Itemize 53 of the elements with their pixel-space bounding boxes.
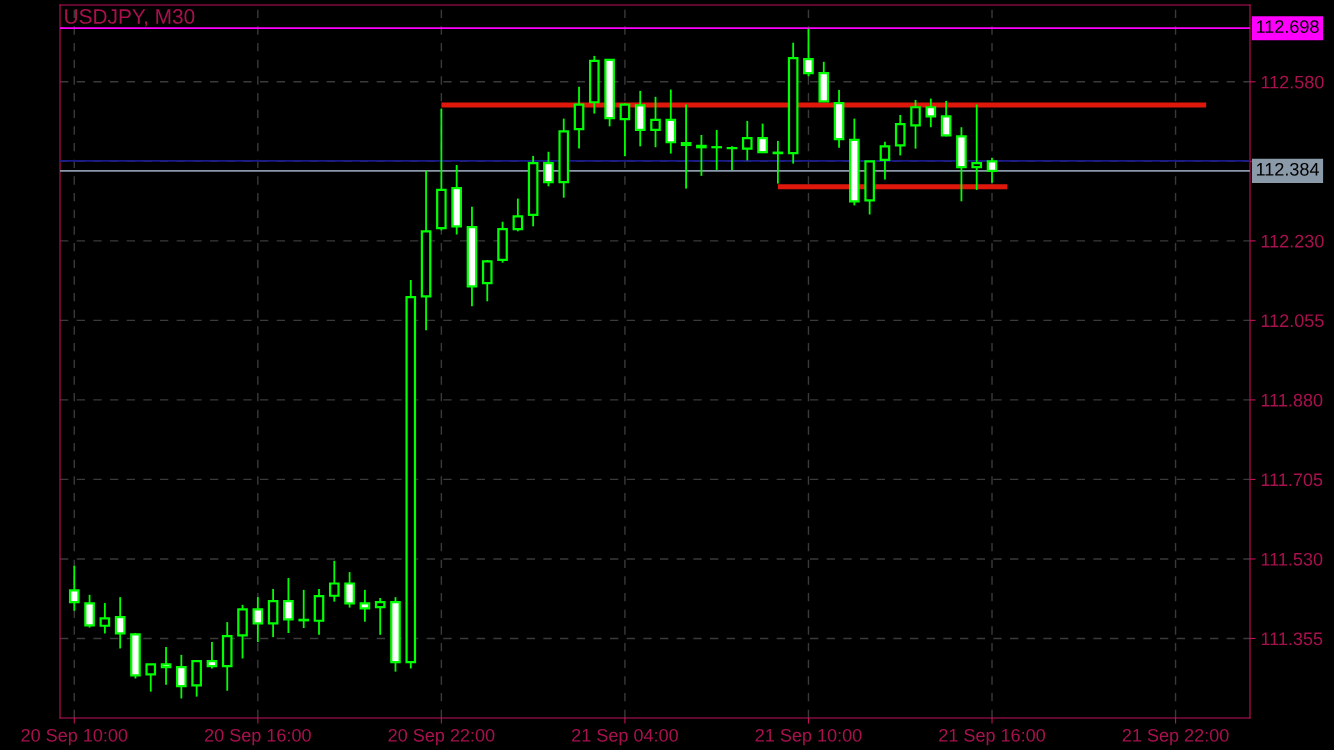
x-tick-label: 21 Sep 22:00 — [1122, 728, 1229, 746]
y-tick-label: 112.055 — [1261, 314, 1324, 328]
y-tick-label: 111.530 — [1261, 552, 1323, 566]
candlestick — [894, 114, 906, 157]
candlestick — [206, 641, 218, 670]
candlestick — [910, 99, 921, 150]
x-tick-label: 21 Sep 10:00 — [755, 728, 862, 746]
candlestick — [252, 596, 264, 644]
candlestick — [619, 102, 631, 158]
candlestick — [68, 564, 80, 612]
candlestick — [298, 588, 310, 629]
candlestick — [680, 103, 692, 190]
candlestick — [741, 119, 753, 162]
candlestick — [267, 588, 279, 639]
candlestick — [925, 97, 937, 129]
candlestick — [879, 140, 891, 181]
y-tick-label: 112.580 — [1261, 75, 1324, 89]
candlestick — [99, 602, 111, 635]
candlestick — [543, 150, 554, 188]
candlestick — [940, 99, 952, 138]
candlestick — [481, 259, 493, 303]
x-tick-label: 21 Sep 16:00 — [939, 728, 1046, 746]
candlestick — [344, 571, 355, 609]
candlestick — [160, 646, 172, 686]
candlestick — [114, 596, 126, 650]
candlestick — [650, 95, 661, 149]
x-tick-label: 20 Sep 16:00 — [205, 728, 311, 746]
chart-title: USDJPY, M30 — [65, 9, 195, 27]
candlestick — [512, 197, 524, 233]
ref-line-label: 112.384 — [1256, 162, 1319, 176]
candlestick — [757, 122, 768, 155]
candlestick — [359, 588, 371, 623]
candlestick — [145, 663, 157, 693]
ref-line-label: 112.698 — [1256, 20, 1319, 34]
candlestick — [665, 88, 677, 155]
candlestick — [283, 577, 294, 634]
candlestick — [84, 593, 95, 629]
y-tick-label: 112.230 — [1261, 234, 1324, 248]
candlestick — [711, 129, 723, 171]
candlestick — [696, 134, 707, 177]
x-tick-label: 20 Sep 22:00 — [388, 728, 495, 746]
y-tick-label: 111.355 — [1261, 632, 1323, 646]
candlestick — [374, 597, 386, 636]
candlestick — [986, 156, 998, 184]
x-tick-label: 21 Sep 04:00 — [572, 728, 678, 746]
y-tick-label: 111.705 — [1261, 473, 1323, 487]
candlestick — [971, 103, 983, 191]
candlestick — [803, 27, 814, 78]
x-tick-label: 20 Sep 10:00 — [21, 728, 128, 746]
candlestick — [328, 559, 340, 603]
candlestick — [176, 653, 187, 700]
candlestick — [726, 145, 738, 171]
y-tick-label: 111.880 — [1261, 393, 1323, 407]
